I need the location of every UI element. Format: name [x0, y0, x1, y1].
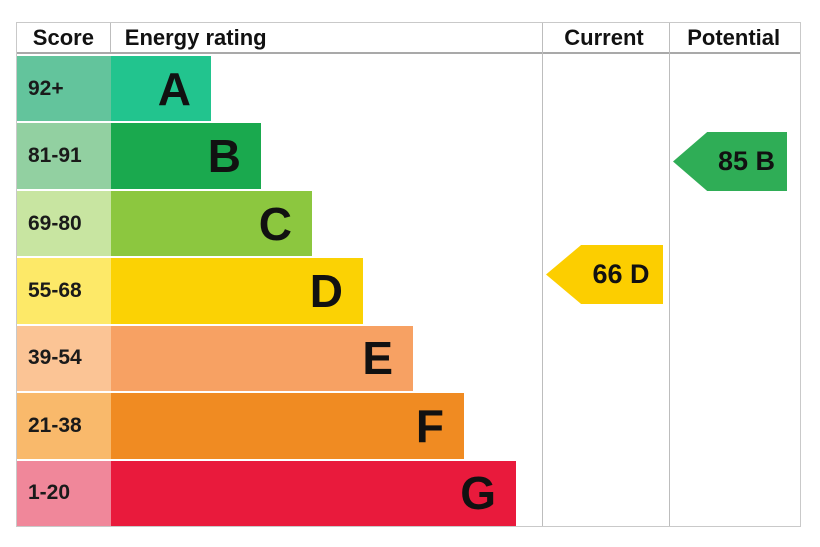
- band-row-g: 1-20 G: [17, 460, 800, 526]
- band-bar-a: A: [111, 56, 211, 122]
- band-bar-g: G: [111, 460, 516, 526]
- band-bar-c: C: [111, 190, 312, 257]
- band-row-c: 69-80 C: [17, 190, 800, 259]
- current-column-divider: [542, 23, 543, 526]
- band-bar-e: E: [111, 325, 413, 392]
- score-range-label: 92+: [17, 56, 111, 122]
- score-range-label: 55-68: [17, 258, 111, 324]
- score-range-label: 39-54: [17, 325, 111, 392]
- energy-rating-column-header: Energy rating: [124, 24, 267, 50]
- band-row-d: 55-68 D: [17, 258, 800, 326]
- band-rows-container: 92+ A 81-91 B 69-80 C 55-68 D 39-54 E 21-38 F 1-20 G: [17, 56, 800, 526]
- band-row-f: 21-38 F: [17, 393, 800, 461]
- current-column-header: Current: [564, 24, 644, 50]
- potential-column-header: Potential: [687, 24, 781, 50]
- band-row-b: 81-91 B: [17, 123, 800, 191]
- score-column-header: Score: [17, 23, 111, 52]
- score-range-label: 1-20: [17, 460, 111, 526]
- energy-rating-chart: Score Energy rating Current Potential 92…: [16, 22, 801, 527]
- band-row-e: 39-54 E: [17, 325, 800, 394]
- score-range-label: 21-38: [17, 393, 111, 459]
- chart-header-row: Score Energy rating Current Potential: [17, 23, 800, 54]
- potential-column-divider: [669, 23, 670, 526]
- band-row-a: 92+ A: [17, 56, 800, 124]
- score-range-label: 81-91: [17, 123, 111, 189]
- band-bar-b: B: [111, 123, 261, 189]
- band-bar-d: D: [111, 258, 363, 324]
- band-bar-f: F: [111, 393, 464, 459]
- score-range-label: 69-80: [17, 190, 111, 257]
